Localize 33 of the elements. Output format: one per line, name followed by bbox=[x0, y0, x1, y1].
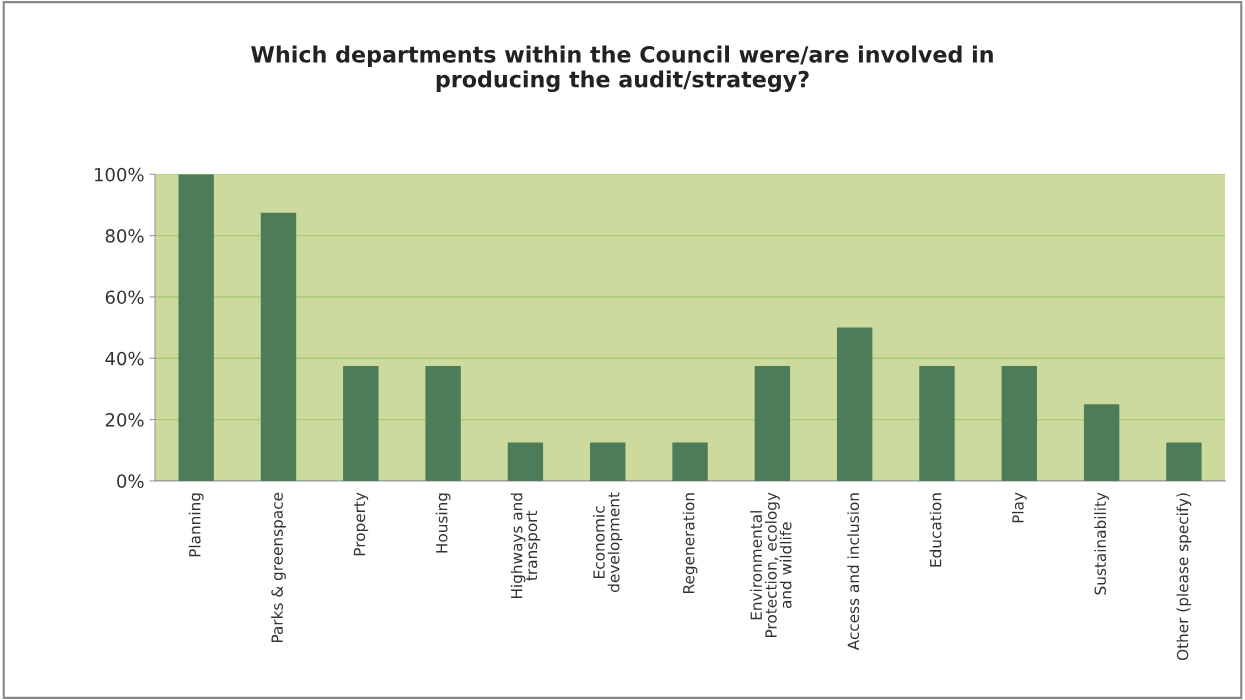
x-tick-label: Highways and transport bbox=[510, 493, 541, 599]
bar bbox=[754, 365, 791, 481]
y-tick-label: 40% bbox=[105, 351, 144, 366]
x-tick-label: Sustainability bbox=[1094, 492, 1109, 595]
y-tick-label: 0% bbox=[117, 474, 144, 489]
y-tick-label: 60% bbox=[105, 290, 144, 305]
bar bbox=[507, 442, 544, 481]
x-tick-label: Play bbox=[1011, 492, 1027, 523]
bar bbox=[836, 327, 873, 481]
bar bbox=[425, 365, 461, 481]
chart-title: Which departments within the Council were/are involved in producing the audit/strategy? bbox=[251, 45, 993, 93]
x-tick-label: Housing bbox=[435, 493, 451, 553]
x-tick-label: Access and inclusion bbox=[847, 493, 860, 651]
x-tick-label: Parks & greenspace bbox=[271, 492, 286, 643]
bar bbox=[260, 212, 297, 481]
bar bbox=[178, 174, 214, 481]
x-tick-label: Other (please specify) bbox=[1176, 493, 1192, 661]
x-tick-label: Property bbox=[353, 492, 369, 556]
x-tick-label: Regeneration bbox=[682, 493, 698, 593]
y-tick-label: 80% bbox=[105, 229, 144, 243]
bar bbox=[1001, 365, 1037, 481]
bar bbox=[590, 442, 626, 481]
bar bbox=[1083, 404, 1120, 481]
x-tick-label: Environmental Protection, ecology and wildlife bbox=[750, 492, 792, 637]
y-tick-label: 100% bbox=[94, 167, 144, 182]
bar bbox=[672, 442, 708, 481]
y-tick-label: 20% bbox=[105, 413, 144, 427]
bar bbox=[343, 365, 379, 481]
x-tick-label: Education bbox=[929, 493, 942, 567]
x-tick-label: Planning bbox=[188, 493, 204, 557]
bar bbox=[919, 365, 955, 481]
x-tick-label: Economic development bbox=[592, 492, 623, 592]
bar bbox=[1166, 442, 1202, 481]
